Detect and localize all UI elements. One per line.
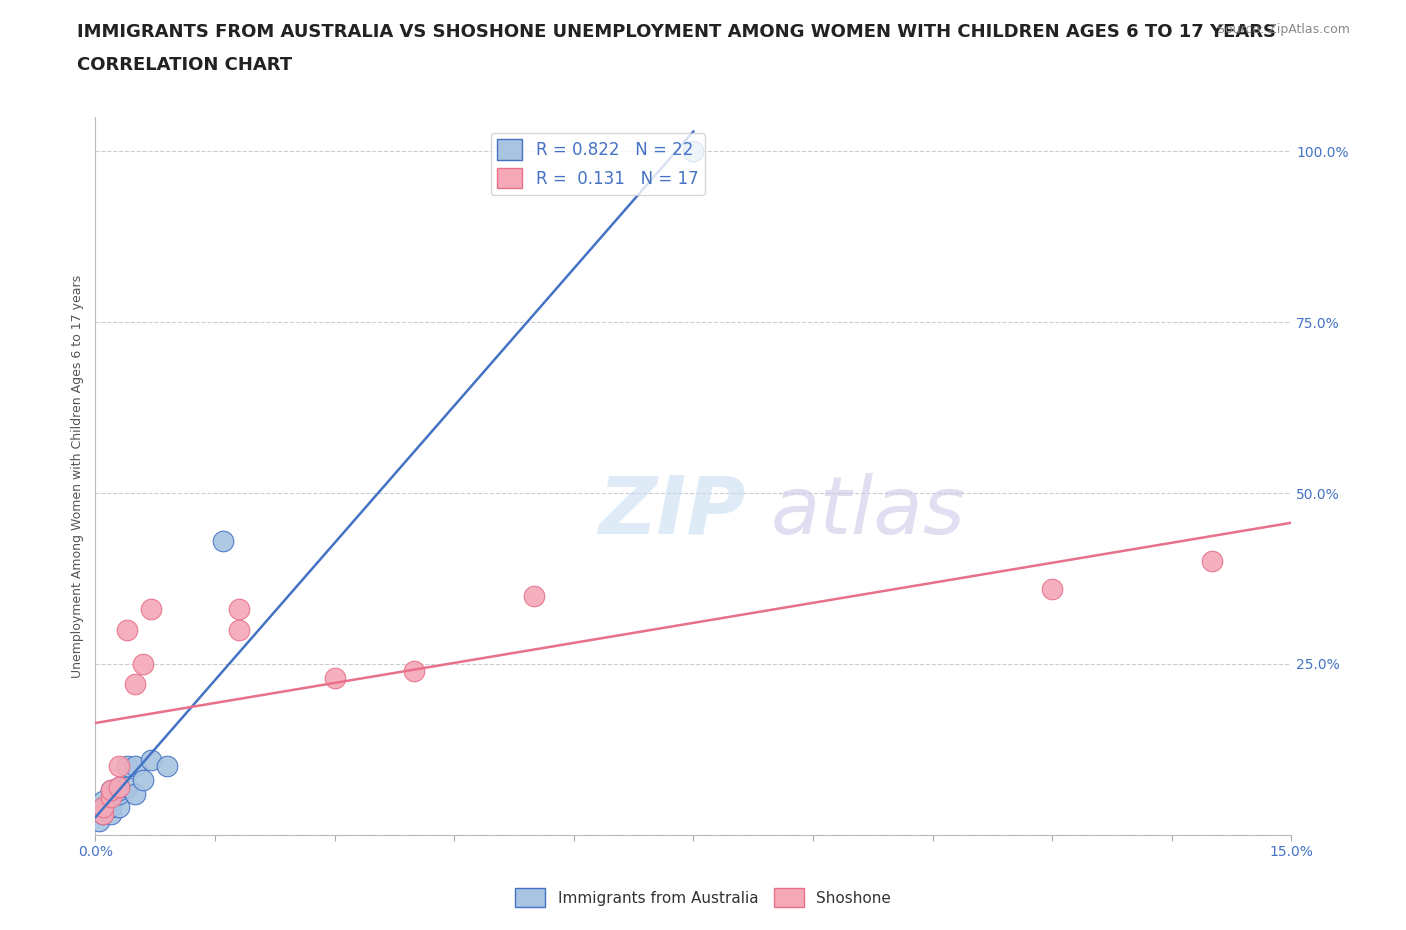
Text: IMMIGRANTS FROM AUSTRALIA VS SHOSHONE UNEMPLOYMENT AMONG WOMEN WITH CHILDREN AGE: IMMIGRANTS FROM AUSTRALIA VS SHOSHONE UN…: [77, 23, 1277, 41]
Point: [117, 622, 139, 637]
Point: [404, 663, 426, 678]
Point: [682, 144, 704, 159]
Text: Source: ZipAtlas.com: Source: ZipAtlas.com: [1216, 23, 1350, 36]
Point: [1040, 581, 1063, 596]
Point: [96, 800, 118, 815]
Point: [1201, 554, 1223, 569]
Point: [323, 671, 346, 685]
Point: [91, 800, 114, 815]
Point: [89, 814, 111, 829]
Point: [91, 800, 114, 815]
Point: [141, 752, 163, 767]
Text: ZIP: ZIP: [598, 473, 745, 551]
Point: [91, 807, 114, 822]
Point: [124, 787, 146, 802]
Point: [108, 800, 131, 815]
Legend: R = 0.822   N = 22, R =  0.131   N = 17: R = 0.822 N = 22, R = 0.131 N = 17: [491, 133, 704, 195]
Point: [228, 602, 250, 617]
Point: [100, 800, 122, 815]
Y-axis label: Unemployment Among Women with Children Ages 6 to 17 years: Unemployment Among Women with Children A…: [72, 274, 84, 678]
Point: [228, 622, 250, 637]
Point: [132, 657, 155, 671]
Point: [100, 793, 122, 808]
Text: CORRELATION CHART: CORRELATION CHART: [77, 56, 292, 73]
Point: [91, 807, 114, 822]
Point: [124, 759, 146, 774]
Point: [100, 790, 122, 804]
Point: [141, 602, 163, 617]
Point: [124, 677, 146, 692]
Point: [108, 787, 131, 802]
Point: [91, 793, 114, 808]
Legend: Immigrants from Australia, Shoshone: Immigrants from Australia, Shoshone: [509, 883, 897, 913]
Text: atlas: atlas: [770, 473, 966, 551]
Point: [132, 773, 155, 788]
Point: [100, 783, 122, 798]
Point: [156, 759, 179, 774]
Point: [108, 779, 131, 794]
Point: [108, 783, 131, 798]
Point: [100, 807, 122, 822]
Point: [523, 588, 546, 603]
Point: [117, 779, 139, 794]
Point: [100, 783, 122, 798]
Point: [108, 759, 131, 774]
Point: [117, 759, 139, 774]
Point: [212, 534, 235, 549]
Point: [108, 779, 131, 794]
